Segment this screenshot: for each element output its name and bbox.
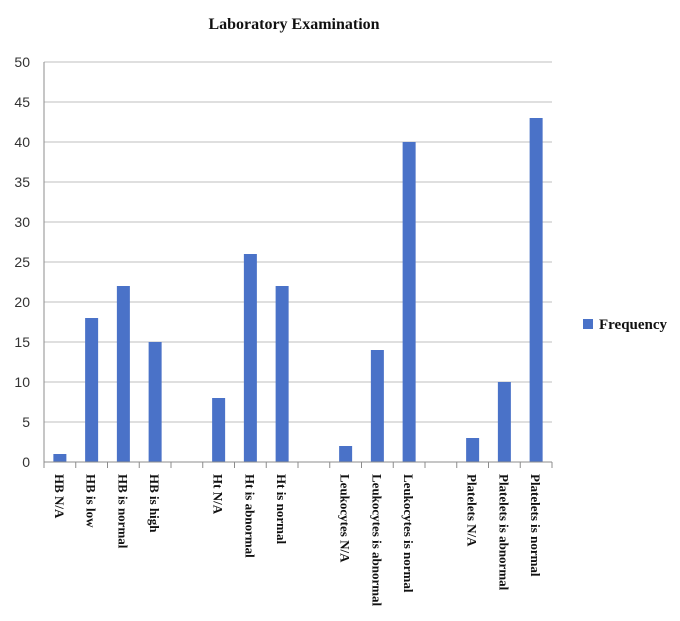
x-axis-ticks: HB N/A HB is low HB is normal HB is high Ht … bbox=[52, 474, 543, 607]
y-tick-label: 15 bbox=[14, 334, 30, 350]
x-tick-label: Platelets N/A bbox=[465, 474, 480, 547]
bar bbox=[529, 118, 543, 462]
legend: Frequency bbox=[583, 317, 668, 333]
x-tick-label: HB is normal bbox=[115, 474, 130, 549]
legend-label-frequency: Frequency bbox=[599, 317, 668, 333]
y-axis-ticks: 0 5 10 15 20 25 30 35 40 45 50 bbox=[14, 54, 30, 470]
axes bbox=[43, 62, 553, 468]
x-tick-label: Platelets is abnormal bbox=[496, 474, 511, 591]
x-tick-label: Leukocytes is abnormal bbox=[369, 474, 384, 607]
y-tick-label: 5 bbox=[22, 414, 30, 430]
bar bbox=[497, 382, 511, 462]
y-tick-label: 20 bbox=[14, 294, 30, 310]
x-tick-label: Leukocytes is normal bbox=[401, 474, 416, 593]
y-tick-label: 40 bbox=[14, 134, 30, 150]
y-tick-label: 10 bbox=[14, 374, 30, 390]
y-tick-label: 0 bbox=[22, 454, 30, 470]
bar bbox=[339, 446, 353, 462]
bar bbox=[243, 254, 257, 462]
bar bbox=[370, 350, 384, 462]
x-tick-label: Ht N/A bbox=[211, 474, 226, 515]
chart-title: Laboratory Examination bbox=[208, 16, 379, 33]
x-tick-label: Ht is normal bbox=[274, 474, 289, 544]
y-tick-label: 25 bbox=[14, 254, 30, 270]
x-tick-label: HB is low bbox=[84, 474, 99, 528]
bar bbox=[275, 286, 289, 462]
bar bbox=[402, 142, 416, 462]
y-tick-label: 50 bbox=[14, 54, 30, 70]
y-tick-label: 35 bbox=[14, 174, 30, 190]
bar bbox=[53, 454, 67, 462]
x-tick-label: Platelets is normal bbox=[528, 474, 543, 577]
x-tick-label: Leukocytes N/A bbox=[338, 474, 353, 563]
bar bbox=[148, 342, 162, 462]
bar bbox=[212, 398, 226, 462]
y-tick-label: 45 bbox=[14, 94, 30, 110]
y-tick-label: 30 bbox=[14, 214, 30, 230]
bar bbox=[466, 438, 480, 462]
bars bbox=[53, 118, 543, 462]
x-tick-label: HB is high bbox=[147, 474, 162, 533]
bar bbox=[85, 318, 99, 462]
legend-swatch-frequency bbox=[583, 319, 593, 329]
bar bbox=[116, 286, 130, 462]
x-tick-label: HB N/A bbox=[52, 474, 67, 519]
x-tick-label: Ht is abnormal bbox=[242, 474, 257, 558]
